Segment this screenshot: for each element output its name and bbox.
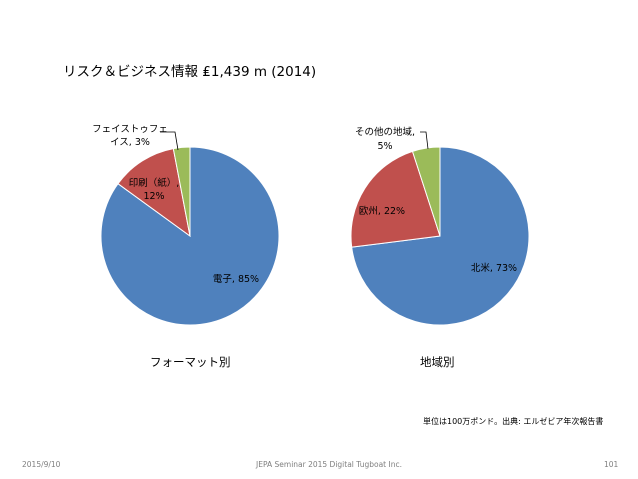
pie-caption-region: 地域別 <box>420 355 455 369</box>
footer-date: 2015/9/10 <box>22 460 61 469</box>
pie-slice-other-regions <box>411 146 441 237</box>
data-label-print: 印刷（紙）, 12% <box>129 177 180 202</box>
source-note: 単位は100万ポンド。出典: エルゼビア年次報告書 <box>423 417 604 426</box>
pie-slice-europe <box>350 150 441 248</box>
pie-chart-region: 北米, 73% 欧州, 22% その他の地域, 5% <box>350 126 530 326</box>
data-label-other-regions: その他の地域, 5% <box>355 126 415 152</box>
footer-center-text: JEPA Seminar 2015 Digital Tugboat Inc. <box>256 460 402 469</box>
data-label-face-to-face: フェイストゥフェイス, 3% <box>92 124 168 148</box>
data-label-europe: 欧州, 22% <box>359 205 405 217</box>
data-label-digital: 電子, 85% <box>213 274 259 285</box>
leader-line <box>160 131 179 151</box>
footer-page-number: 101 <box>604 460 619 469</box>
pie-slice-face-to-face <box>172 146 191 237</box>
pie-chart-format: 電子, 85% 印刷（紙）, 12% フェイストゥフェイス, 3% <box>92 124 280 326</box>
slide-title: リスク＆ビジネス情報 ₤1,439 m (2014) <box>63 64 317 80</box>
pie-caption-format: フォーマット別 <box>150 355 231 369</box>
leader-line <box>420 131 429 150</box>
pie-slice-print <box>117 147 191 238</box>
data-label-north-america: 北米, 73% <box>471 262 517 274</box>
